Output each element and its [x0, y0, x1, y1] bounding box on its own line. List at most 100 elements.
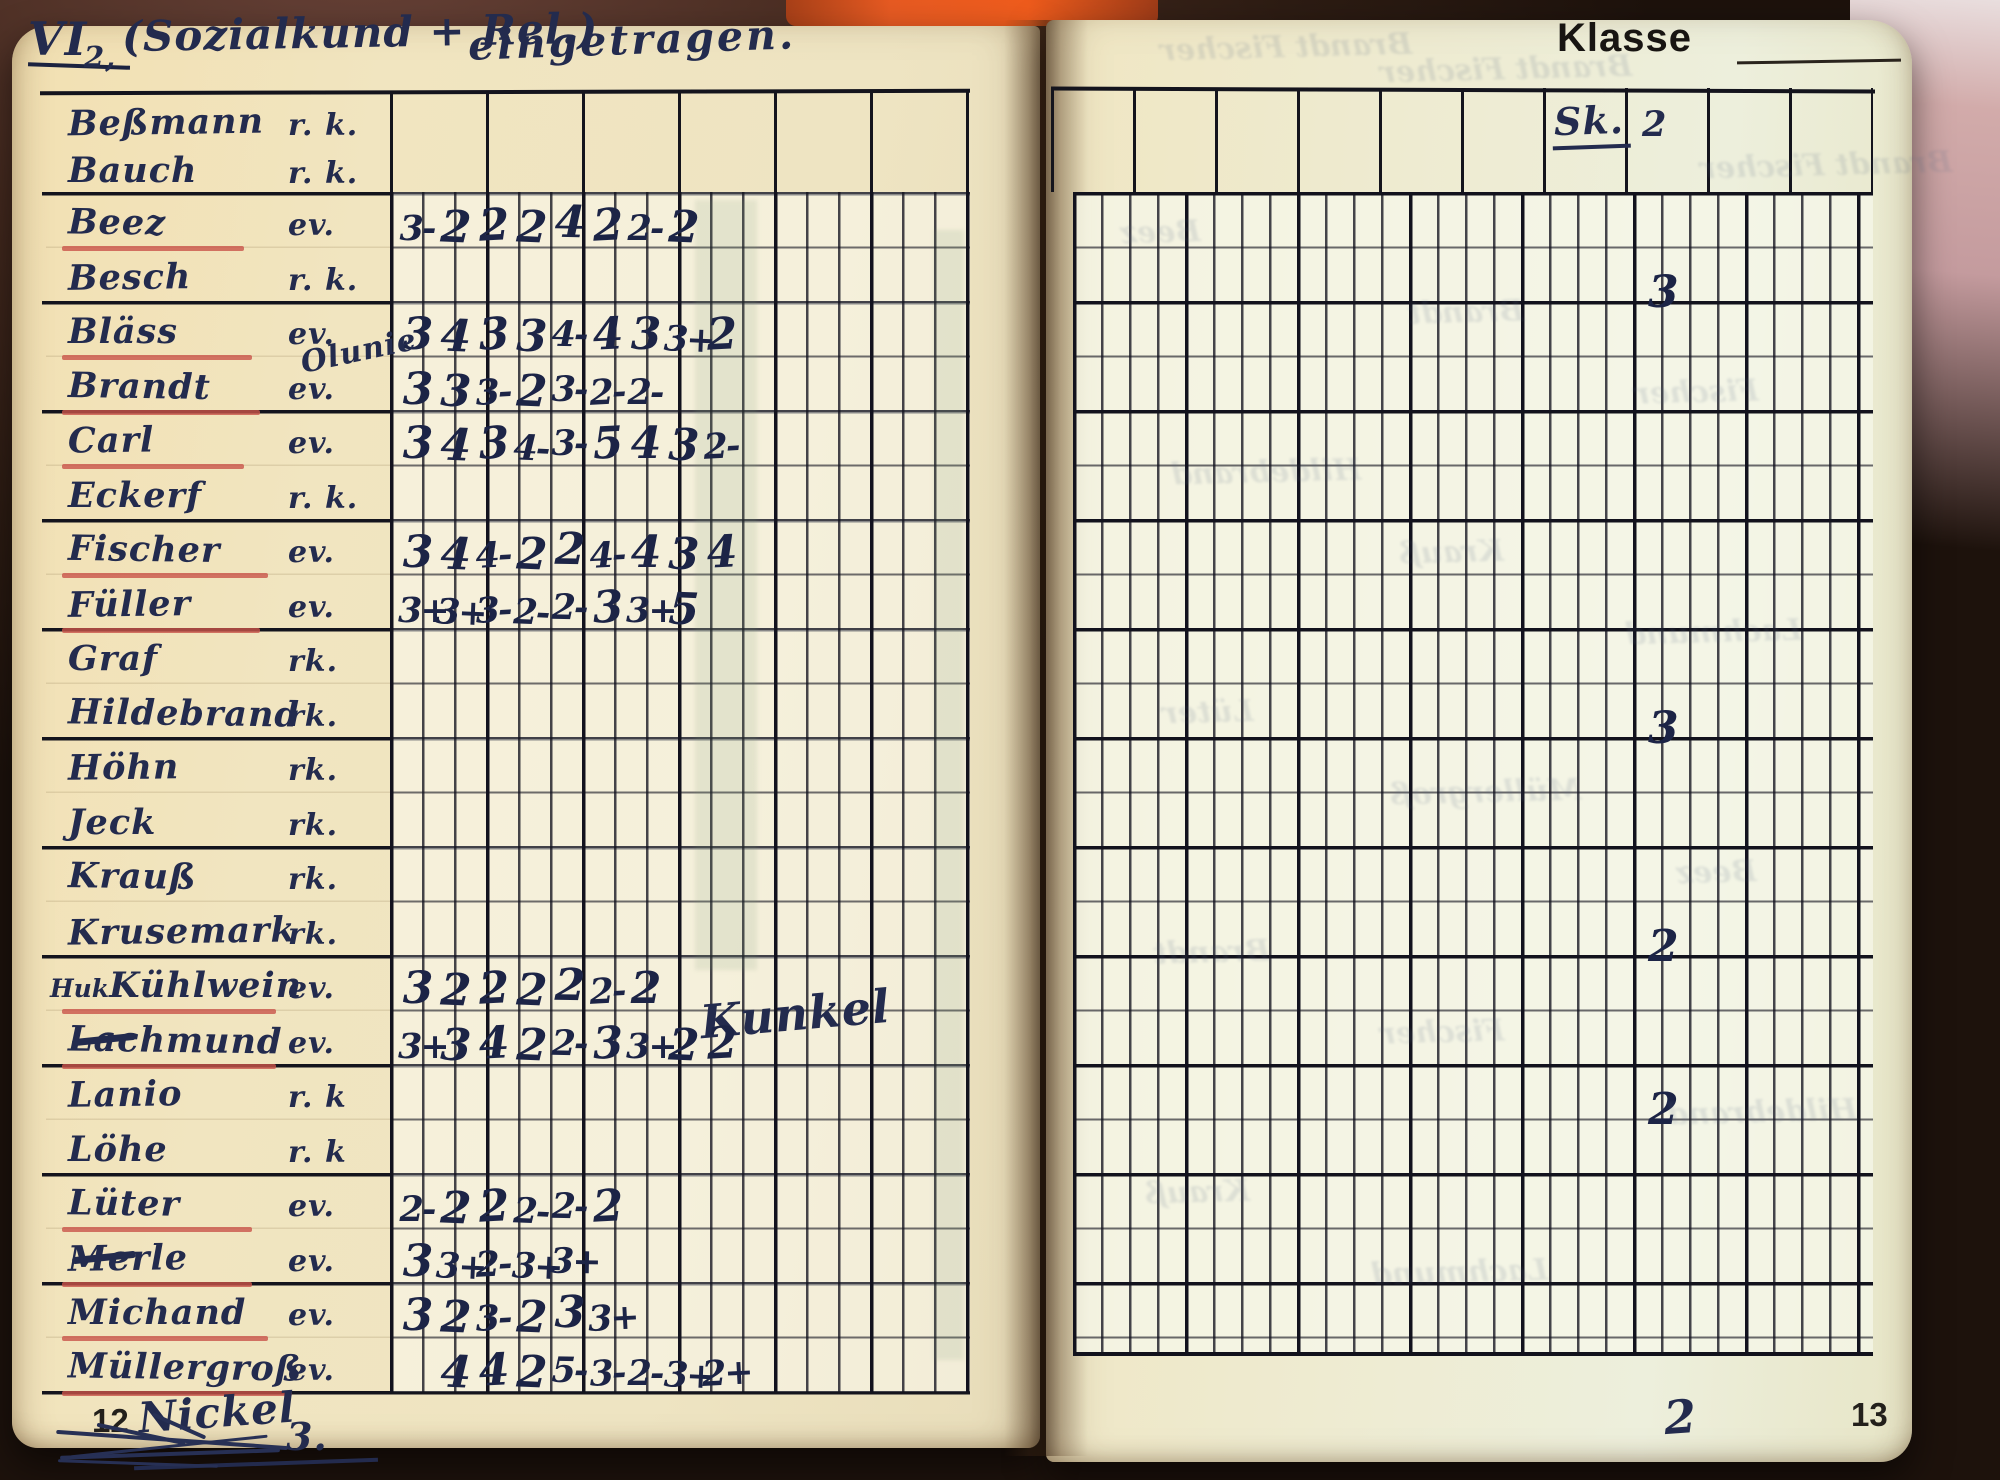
ghost-writing: Brandt Fischer [1379, 48, 1633, 91]
red-underline [62, 355, 252, 360]
student-name: HukKühlwein [50, 965, 303, 1006]
grade-cell: 3- [399, 208, 437, 249]
student-religion: r. k. [288, 480, 359, 516]
grade-cell: 2 [477, 962, 509, 1015]
ghost-writing: Beez [1675, 853, 1758, 892]
student-religion: ev. [288, 1298, 335, 1333]
ghost-writing: Müllergroß [1388, 772, 1582, 813]
grade-cell: 4 [439, 1345, 471, 1399]
student-religion: ev. [288, 535, 335, 570]
student-name: Graf [68, 638, 159, 679]
ghost-writing: Brandt Fischer [1699, 144, 1953, 187]
grade-cell: 4- [551, 313, 587, 356]
student-name: Beez [67, 201, 167, 244]
student-religion: rk. [288, 644, 339, 679]
grade-cell: 4 [554, 196, 584, 249]
bleedthrough-band [934, 230, 964, 1360]
grade-grid-right [1073, 192, 1873, 1356]
grade-cell: 2 [439, 201, 471, 254]
grade-cell: 2 [515, 964, 547, 1017]
grade-cell: 3 [402, 1290, 434, 1341]
grade-cell: 3+ [626, 1025, 678, 1067]
grade-grid-left [390, 192, 970, 1392]
grade-cell: 2 [667, 201, 699, 254]
footer-mark: 3. [286, 1414, 328, 1459]
grade-cell: 3 [554, 1286, 584, 1339]
grade-cell: 2 [515, 364, 547, 418]
grade-cell: 2- [588, 370, 626, 414]
class-subscript: 2, [84, 40, 117, 74]
grade-cell: 2 [439, 964, 471, 1017]
grade-row: 3 2 3-2 33+ [398, 1286, 639, 1344]
student-religion: rk. [288, 807, 339, 843]
red-underline [62, 409, 260, 415]
student-religion: r. k [288, 1134, 347, 1170]
red-underline [62, 627, 260, 633]
grade-cell: 4 [591, 308, 623, 361]
red-underline [62, 1063, 276, 1069]
grade-cell: 2 [515, 201, 547, 254]
student-religion: ev. [288, 1189, 335, 1224]
grade-cell: 2- [588, 970, 626, 1013]
grade-cell: 3+ [626, 589, 678, 631]
student-religion: ev. [288, 317, 335, 352]
grade-cell: 3- [588, 1351, 626, 1395]
klasse-blank-line [1736, 58, 1902, 65]
grade-row: 3 4 4-2 2 4- 4 3 4 [398, 524, 740, 581]
status-note: eingetragen. [467, 10, 797, 70]
grade-cell: 4 [630, 418, 662, 469]
ghost-writing: Hildebrand [1170, 452, 1362, 493]
grade-row: 3 4 3 3 4- 4 3 3+2 [398, 308, 740, 363]
student-name: Eckerf [68, 474, 203, 516]
grade-row: 3 4 3 4-3- 5 4 3 2- [398, 417, 740, 472]
student-name: Jeck [68, 801, 157, 843]
student-name: Krauß [67, 855, 197, 898]
grade-cell: 3 [477, 417, 509, 470]
grade-cell: 2 [515, 1018, 547, 1072]
grade-cell: 2 [591, 1180, 623, 1233]
grade-row: 3 3+2-3+3+ [398, 1236, 601, 1290]
grade-cell: 3 [402, 963, 434, 1014]
grade-cell: 2- [627, 1352, 665, 1394]
grade-cell: 2 [515, 1345, 547, 1399]
grade-cell: 3+ [549, 1240, 601, 1283]
student-name-prefix: Huk [50, 974, 110, 1003]
grade-cell: 4 [630, 527, 662, 578]
red-underline [62, 1227, 252, 1232]
student-name: Füller [67, 582, 192, 626]
student-name: Brandt [67, 364, 212, 408]
student-name: Lanio [67, 1073, 183, 1116]
grade-row: 3+3 4 2 2- 33+2 2 [398, 1016, 740, 1072]
grade-cell: 3+ [511, 1244, 563, 1288]
grade-cell: 3- [474, 1297, 512, 1340]
grade-cell: 3- [474, 370, 512, 414]
grade-cell: 2- [551, 1022, 587, 1064]
red-underline [62, 1336, 268, 1341]
grade-cell: 2 [705, 1016, 737, 1070]
grade-cell: 4 [439, 419, 471, 472]
grade-cell: 2- [551, 586, 587, 628]
grade-cell: 3 [515, 310, 547, 363]
ghost-writing: Brandt Fischer [1159, 26, 1413, 69]
student-name: Carl [67, 419, 155, 462]
student-religion: ev. [288, 208, 335, 243]
grade-cell: 2 [439, 1182, 471, 1235]
grade-cell: 3 [591, 580, 623, 634]
grade-cell: 3 [477, 308, 509, 361]
grade-cell: 2 [477, 1180, 509, 1233]
ghost-writing: Lüter [1161, 693, 1255, 732]
grade-cell: 4 [477, 1343, 509, 1397]
grade-cell: 4 [477, 1016, 509, 1070]
grade-cell: 3 [439, 364, 471, 418]
grade-row: 3 3 3-2 3-2-2- [398, 364, 665, 418]
grade-cell: 2 [705, 308, 737, 361]
sk-grade-mark: 2 [1648, 1084, 1679, 1135]
student-religion: ev. [288, 1243, 335, 1279]
grade-cell: 3- [474, 588, 512, 632]
sk-grade-mark: 3 [1648, 266, 1679, 318]
ghost-writing: Brandt [1406, 293, 1525, 332]
grade-cell: 3- [551, 368, 587, 410]
student-name: Fischer [67, 527, 221, 572]
grade-cell: 2- [551, 1185, 587, 1228]
column-header-sk: Sk. [1551, 96, 1631, 151]
